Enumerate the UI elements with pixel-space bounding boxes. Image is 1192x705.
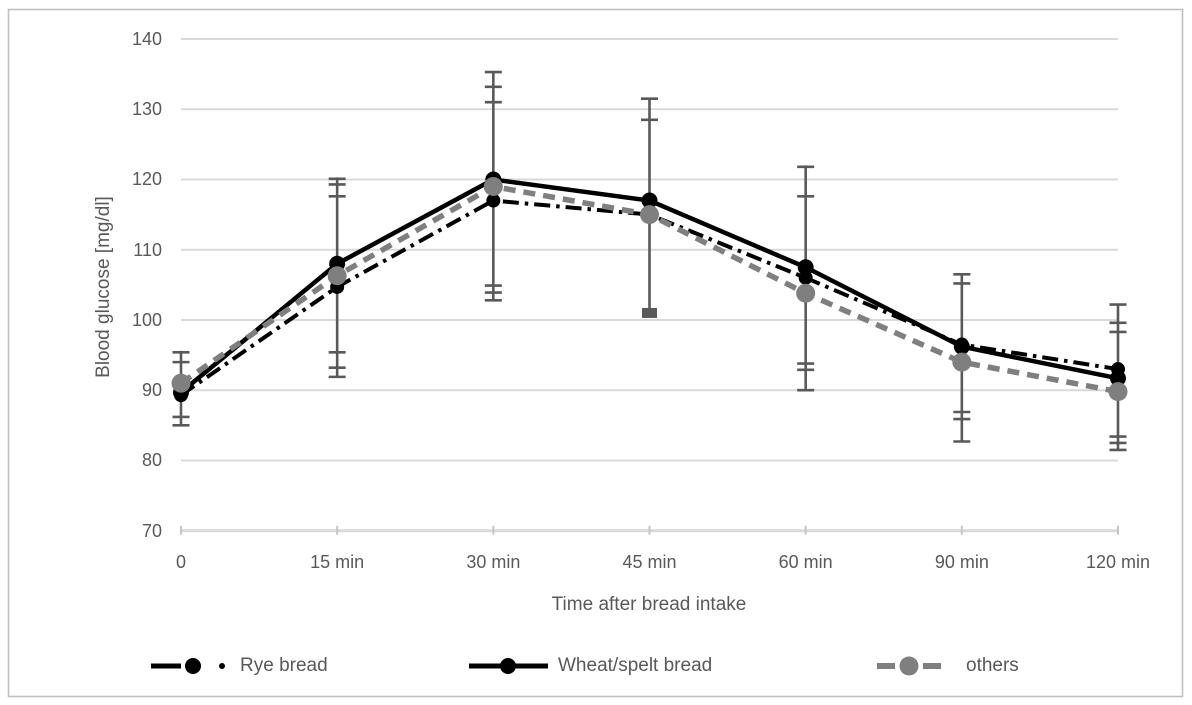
legend-label: others [966, 655, 1019, 676]
data-point-wheat-spelt-bread [1110, 370, 1126, 387]
legend-label: Rye bread [240, 655, 328, 676]
data-point-rye-bread [486, 193, 501, 208]
legend-item-rye-bread: Rye bread [150, 645, 328, 687]
legend-label: Wheat/spelt bread [558, 655, 713, 676]
data-point-wheat-spelt-bread [797, 259, 814, 276]
legend-swatch-line-icon [877, 656, 941, 676]
y-tick-label: 110 [133, 239, 162, 260]
x-tick-label: 15 min [310, 552, 365, 572]
y-tick-label: 120 [131, 169, 162, 190]
y-tick-label: 70 [141, 520, 162, 541]
x-tick-label: 60 min [778, 552, 833, 572]
data-point-others [640, 205, 659, 225]
data-point-others [483, 177, 503, 197]
x-tick-label: 120 min [1085, 552, 1151, 572]
data-point-wheat-spelt-bread [641, 192, 658, 209]
x-tick-label: 45 min [622, 552, 677, 572]
y-tick-label: 80 [141, 450, 162, 471]
data-point-others [327, 266, 347, 286]
error-bar-square-cap [642, 307, 657, 318]
legend: Rye bread Wheat/spelt bread others [0, 645, 1192, 687]
chart-frame-border [7, 8, 1184, 698]
data-point-wheat-spelt-bread [953, 338, 970, 355]
y-tick-label: 90 [141, 380, 162, 401]
data-point-others [952, 352, 972, 372]
x-tick-label: 90 min [934, 552, 989, 572]
data-point-others [171, 373, 191, 393]
y-tick-label: 140 [131, 29, 162, 49]
data-point-others [1108, 382, 1128, 402]
x-tick-label: 0 [175, 552, 186, 572]
legend-item-others: others [876, 645, 1019, 687]
y-tick-label: 100 [131, 309, 162, 330]
x-tick-label: 30 min [466, 552, 521, 572]
y-tick-label: 130 [131, 99, 162, 120]
legend-swatch-line-icon [469, 658, 548, 674]
legend-swatch-line-icon [151, 658, 225, 674]
x-axis-title: Time after bread intake [551, 594, 747, 615]
data-point-others [796, 283, 816, 303]
legend-item-wheat-spelt-bread: Wheat/spelt bread [468, 645, 712, 687]
